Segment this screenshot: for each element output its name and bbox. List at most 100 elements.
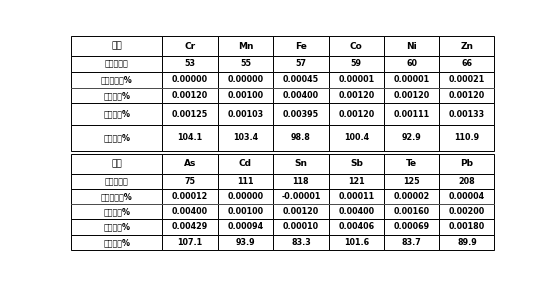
Text: 92.9: 92.9 [402,133,422,143]
Text: 121: 121 [348,177,365,186]
Bar [439,235,495,250]
Bar [328,189,384,204]
Text: 0.00002: 0.00002 [394,192,430,201]
Bar [71,189,162,204]
Bar [162,235,217,250]
Text: 0.00021: 0.00021 [449,75,485,84]
Text: 回收率，%: 回收率，% [103,238,130,247]
Bar [71,235,162,250]
Text: As: As [184,159,196,168]
Text: 75: 75 [184,177,195,186]
Text: 0.00000: 0.00000 [227,192,263,201]
Bar [439,154,495,174]
Text: 0.00406: 0.00406 [338,222,374,231]
Bar [273,204,328,219]
Text: 加入量，%: 加入量，% [103,207,130,216]
Text: 0.00000: 0.00000 [172,75,208,84]
Bar [439,219,495,235]
Text: 0.00400: 0.00400 [283,91,319,100]
Text: 测得量，%: 测得量，% [103,222,130,231]
Text: 118: 118 [293,177,309,186]
Bar [162,125,217,151]
Bar [217,56,273,72]
Bar [71,56,162,72]
Text: Cr: Cr [184,42,195,51]
Text: -0.00001: -0.00001 [281,192,321,201]
Text: 0.00133: 0.00133 [449,110,485,119]
Text: 0.00100: 0.00100 [227,91,263,100]
Text: 元素: 元素 [112,159,122,168]
Text: Mn: Mn [238,42,253,51]
Bar [439,189,495,204]
Text: 0.00120: 0.00120 [394,91,430,100]
Bar [162,154,217,174]
Text: 0.00120: 0.00120 [449,91,485,100]
Text: 样品含量，%: 样品含量，% [101,192,132,201]
Bar [273,72,328,88]
Text: 104.1: 104.1 [177,133,203,143]
Bar [328,36,384,56]
Text: Cd: Cd [239,159,252,168]
Bar [217,174,273,189]
Text: 60: 60 [406,59,417,68]
Bar [384,235,439,250]
Bar [217,125,273,151]
Text: 0.00120: 0.00120 [172,91,208,100]
Text: 66: 66 [461,59,473,68]
Bar [384,56,439,72]
Bar [384,174,439,189]
Text: 0.00160: 0.00160 [394,207,430,216]
Text: 0.00011: 0.00011 [338,192,374,201]
Bar [217,189,273,204]
Text: Zn: Zn [460,42,474,51]
Bar [71,88,162,103]
Bar [384,189,439,204]
Text: 107.1: 107.1 [177,238,203,247]
Text: 元素: 元素 [112,42,122,51]
Bar [273,88,328,103]
Bar [439,88,495,103]
Bar [384,154,439,174]
Text: 0.00120: 0.00120 [338,91,374,100]
Text: 110.9: 110.9 [454,133,480,143]
Bar [217,72,273,88]
Bar [162,103,217,125]
Text: 53: 53 [184,59,195,68]
Bar [71,72,162,88]
Bar [384,103,439,125]
Bar [439,56,495,72]
Text: 0.00429: 0.00429 [172,222,208,231]
Bar [71,103,162,125]
Bar [439,72,495,88]
Text: 0.00120: 0.00120 [338,110,374,119]
Bar [328,88,384,103]
Text: Sn: Sn [294,159,307,168]
Bar [162,204,217,219]
Text: 83.3: 83.3 [291,238,311,247]
Text: 0.00111: 0.00111 [394,110,430,119]
Bar [162,36,217,56]
Text: 0.00069: 0.00069 [394,222,430,231]
Bar [439,103,495,125]
Text: 103.4: 103.4 [233,133,258,143]
Text: 回收率，%: 回收率，% [103,133,130,143]
Text: 0.00400: 0.00400 [172,207,208,216]
Text: 57: 57 [295,59,306,68]
Text: 125: 125 [404,177,420,186]
Bar [439,174,495,189]
Text: 0.00180: 0.00180 [449,222,485,231]
Text: 0.00120: 0.00120 [283,207,319,216]
Bar [273,154,328,174]
Bar [328,72,384,88]
Bar [162,174,217,189]
Text: 89.9: 89.9 [457,238,477,247]
Text: 0.00012: 0.00012 [172,192,208,201]
Text: 测定质量数: 测定质量数 [105,177,129,186]
Text: 测得量，%: 测得量，% [103,110,130,119]
Bar [162,56,217,72]
Text: 0.00004: 0.00004 [449,192,485,201]
Bar [328,235,384,250]
Bar [217,204,273,219]
Bar [217,235,273,250]
Bar [217,36,273,56]
